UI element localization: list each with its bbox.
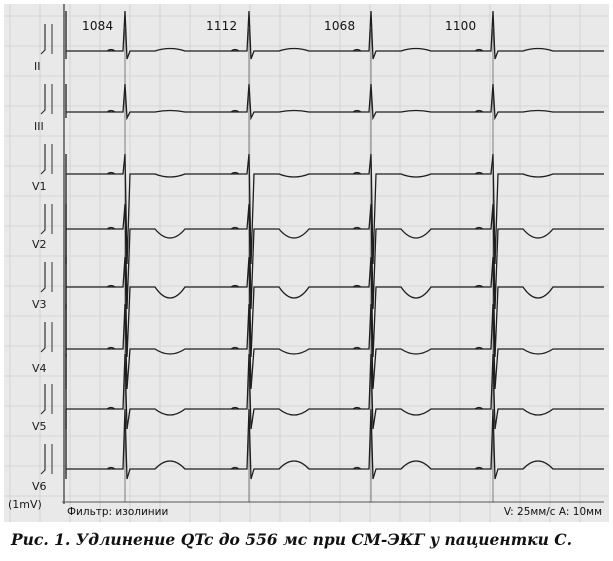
rr-interval-1: 1084 — [82, 19, 114, 33]
ecg-tracing — [4, 4, 609, 522]
rr-interval-2: 1112 — [206, 19, 238, 33]
calibration-mark — [40, 144, 46, 175]
lead-v5-trace — [65, 353, 604, 430]
calibration-mark — [40, 84, 46, 115]
calibration-mark — [40, 384, 46, 415]
lead-v2-trace — [65, 203, 604, 310]
lead-label-v6: V6 — [32, 480, 47, 493]
lead-label-v5: V5 — [32, 420, 47, 433]
speed-amplitude-label: V: 25мм/с A: 10мм — [503, 506, 602, 518]
lead-label-ii: II — [34, 60, 41, 73]
lead-v6-trace — [65, 408, 604, 480]
calibration-mark — [40, 24, 46, 55]
figure-caption: Рис. 1. Удлинение QTc до 556 мс при СМ-Э… — [11, 530, 572, 549]
lead-v4-trace — [65, 303, 604, 390]
lead-label-v2: V2 — [32, 238, 47, 251]
lead-ii-trace — [65, 10, 604, 60]
filter-label: Фильтр: изолинии — [67, 506, 169, 518]
calibration-mark — [40, 262, 46, 293]
lead-v1-trace — [65, 153, 604, 265]
calibration-mark — [40, 322, 46, 353]
lead-label-v1: V1 — [32, 180, 47, 193]
rr-interval-4: 1100 — [445, 19, 477, 33]
ecg-strip: 1084 1112 1068 1100 II III V1 V2 V3 V4 V… — [4, 4, 609, 522]
lead-v3-trace — [65, 256, 604, 358]
lead-iii-trace — [65, 83, 604, 121]
lead-label-v3: V3 — [32, 298, 47, 311]
calibration-label: (1mV) — [8, 498, 42, 511]
calibration-mark — [40, 444, 46, 475]
lead-label-v4: V4 — [32, 362, 47, 375]
lead-label-iii: III — [34, 120, 44, 133]
calibration-mark — [40, 204, 46, 235]
rr-interval-3: 1068 — [324, 19, 356, 33]
